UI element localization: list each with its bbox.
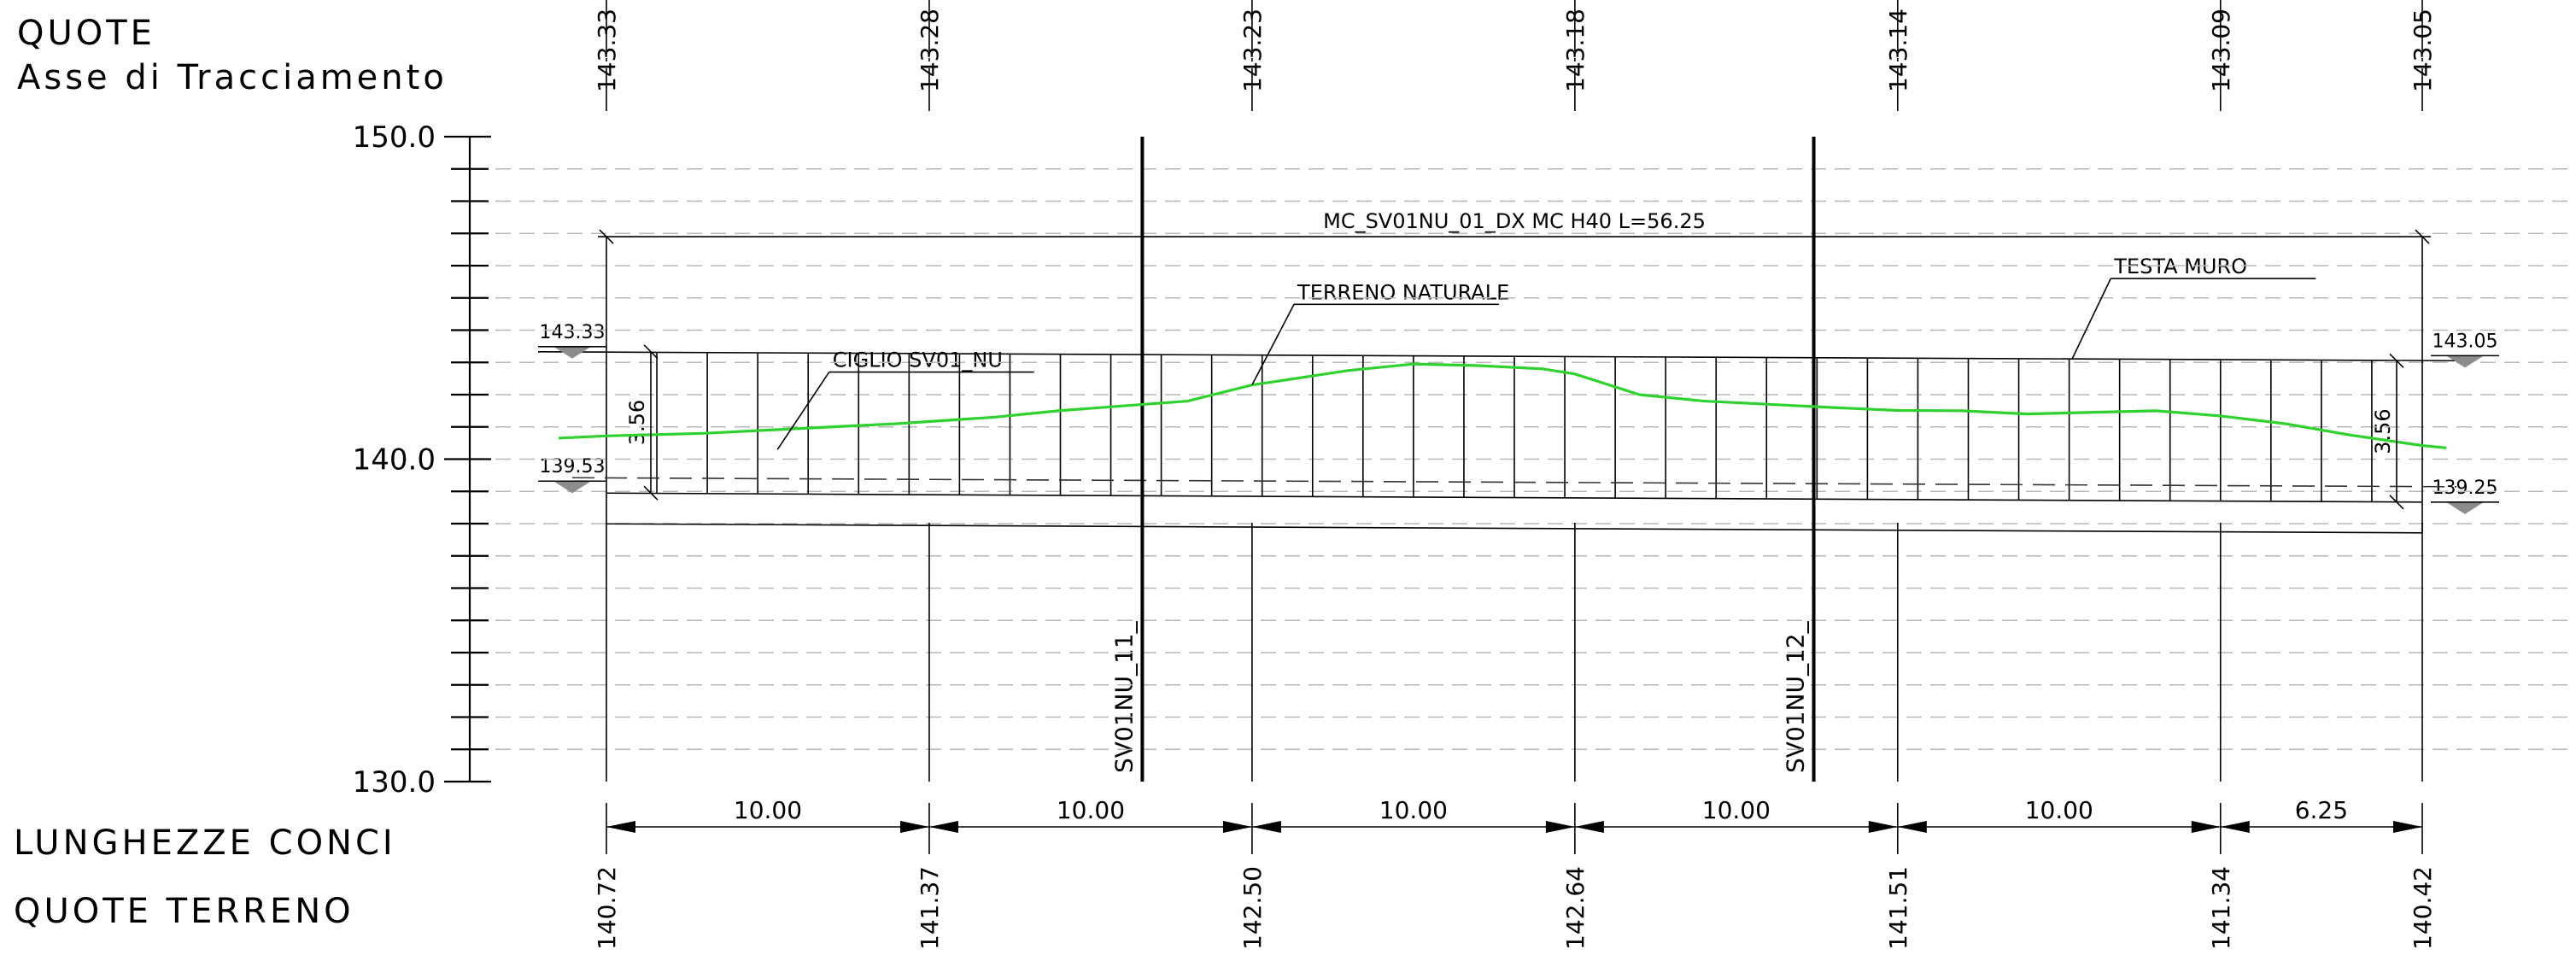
- section-label-12: SV01NU_12_: [1782, 620, 1810, 773]
- callout-leader: [776, 372, 830, 450]
- segment-length-label: 6.25: [2295, 796, 2348, 824]
- wall-label: MC_SV01NU_01_DX MC H40 L=56.25: [1323, 209, 1706, 233]
- dimension-arrow: [2393, 821, 2422, 833]
- terrain-elevation-label: 141.51: [1884, 866, 1912, 950]
- height-dimension-tick: [643, 344, 659, 360]
- wall-title-tick: [599, 229, 614, 244]
- terrain-elevation-label: 140.42: [2409, 866, 2437, 950]
- segment-length-label: 10.00: [1057, 796, 1125, 824]
- axis-tick-label-130: 130.0: [353, 765, 436, 800]
- dimension-arrow: [1222, 821, 1252, 833]
- dimension-arrow: [606, 821, 635, 833]
- title-quote: QUOTE: [17, 14, 155, 53]
- edge-label-callout: CIGLIO SV01_NU: [833, 349, 1003, 372]
- level-bottom-right: 139.25: [2433, 478, 2498, 499]
- callout-leader: [1251, 303, 1295, 386]
- height-dimension-tick: [2389, 495, 2404, 510]
- axis-tick-label-150: 150.0: [353, 120, 436, 155]
- terrain-elevation-label: 140.72: [593, 866, 621, 950]
- segment-length-label: 10.00: [1379, 796, 1448, 824]
- base-reference-line: [571, 477, 2457, 488]
- level-marker-icon: [2446, 355, 2484, 368]
- dimension-arrow: [1897, 821, 1927, 833]
- terrain-profile-extension: [558, 434, 607, 440]
- height-right-label: 3.56: [2371, 408, 2395, 454]
- height-dimension-tick: [643, 485, 659, 501]
- dimension-arrow: [1251, 821, 1281, 833]
- level-top-left: 143.33: [540, 322, 606, 343]
- segment-length-label: 10.00: [734, 796, 802, 824]
- foundation-line: [606, 523, 2423, 534]
- dimension-arrow: [1868, 821, 1898, 833]
- terrain-label: QUOTE TERRENO: [14, 892, 354, 931]
- level-marker-icon: [553, 481, 591, 494]
- level-top-right: 143.05: [2433, 331, 2498, 352]
- wall-top-line: [537, 350, 2474, 362]
- dimension-arrow: [2220, 821, 2250, 833]
- height-left-label: 3.56: [625, 400, 649, 445]
- dimension-arrow: [1545, 821, 1575, 833]
- height-dimension-tick: [2389, 353, 2404, 368]
- terrain-elevation-label: 142.50: [1238, 866, 1267, 950]
- terrain-elevation-label: 141.37: [916, 866, 944, 950]
- axis-tick-label-140: 140.0: [353, 443, 436, 478]
- dimension-arrow: [928, 821, 958, 833]
- lengths-label: LUNGHEZZE CONCI: [14, 823, 396, 863]
- terrain-elevation-label: 141.34: [2207, 866, 2235, 950]
- level-bottom-left: 139.53: [540, 456, 606, 478]
- title-axis: Asse di Tracciamento: [17, 58, 448, 97]
- dimension-arrow: [2191, 821, 2221, 833]
- terrain-elevation-label: 142.64: [1561, 866, 1590, 950]
- dimension-arrow: [1574, 821, 1604, 833]
- callout-leader: [2071, 278, 2111, 360]
- level-marker-icon: [2446, 501, 2484, 514]
- level-marker-icon: [553, 346, 591, 359]
- section-label-11: SV01NU_11_: [1109, 620, 1138, 773]
- segment-length-label: 10.00: [1702, 796, 1771, 824]
- segment-length-label: 10.00: [2025, 796, 2093, 824]
- terrain-profile: [606, 362, 2447, 449]
- wall-title-tick: [2415, 229, 2430, 244]
- terrain-label-callout: TERRENO NATURALE: [1297, 280, 1509, 304]
- wall-top-label: TESTA MURO: [2113, 255, 2247, 278]
- dimension-arrow: [899, 821, 929, 833]
